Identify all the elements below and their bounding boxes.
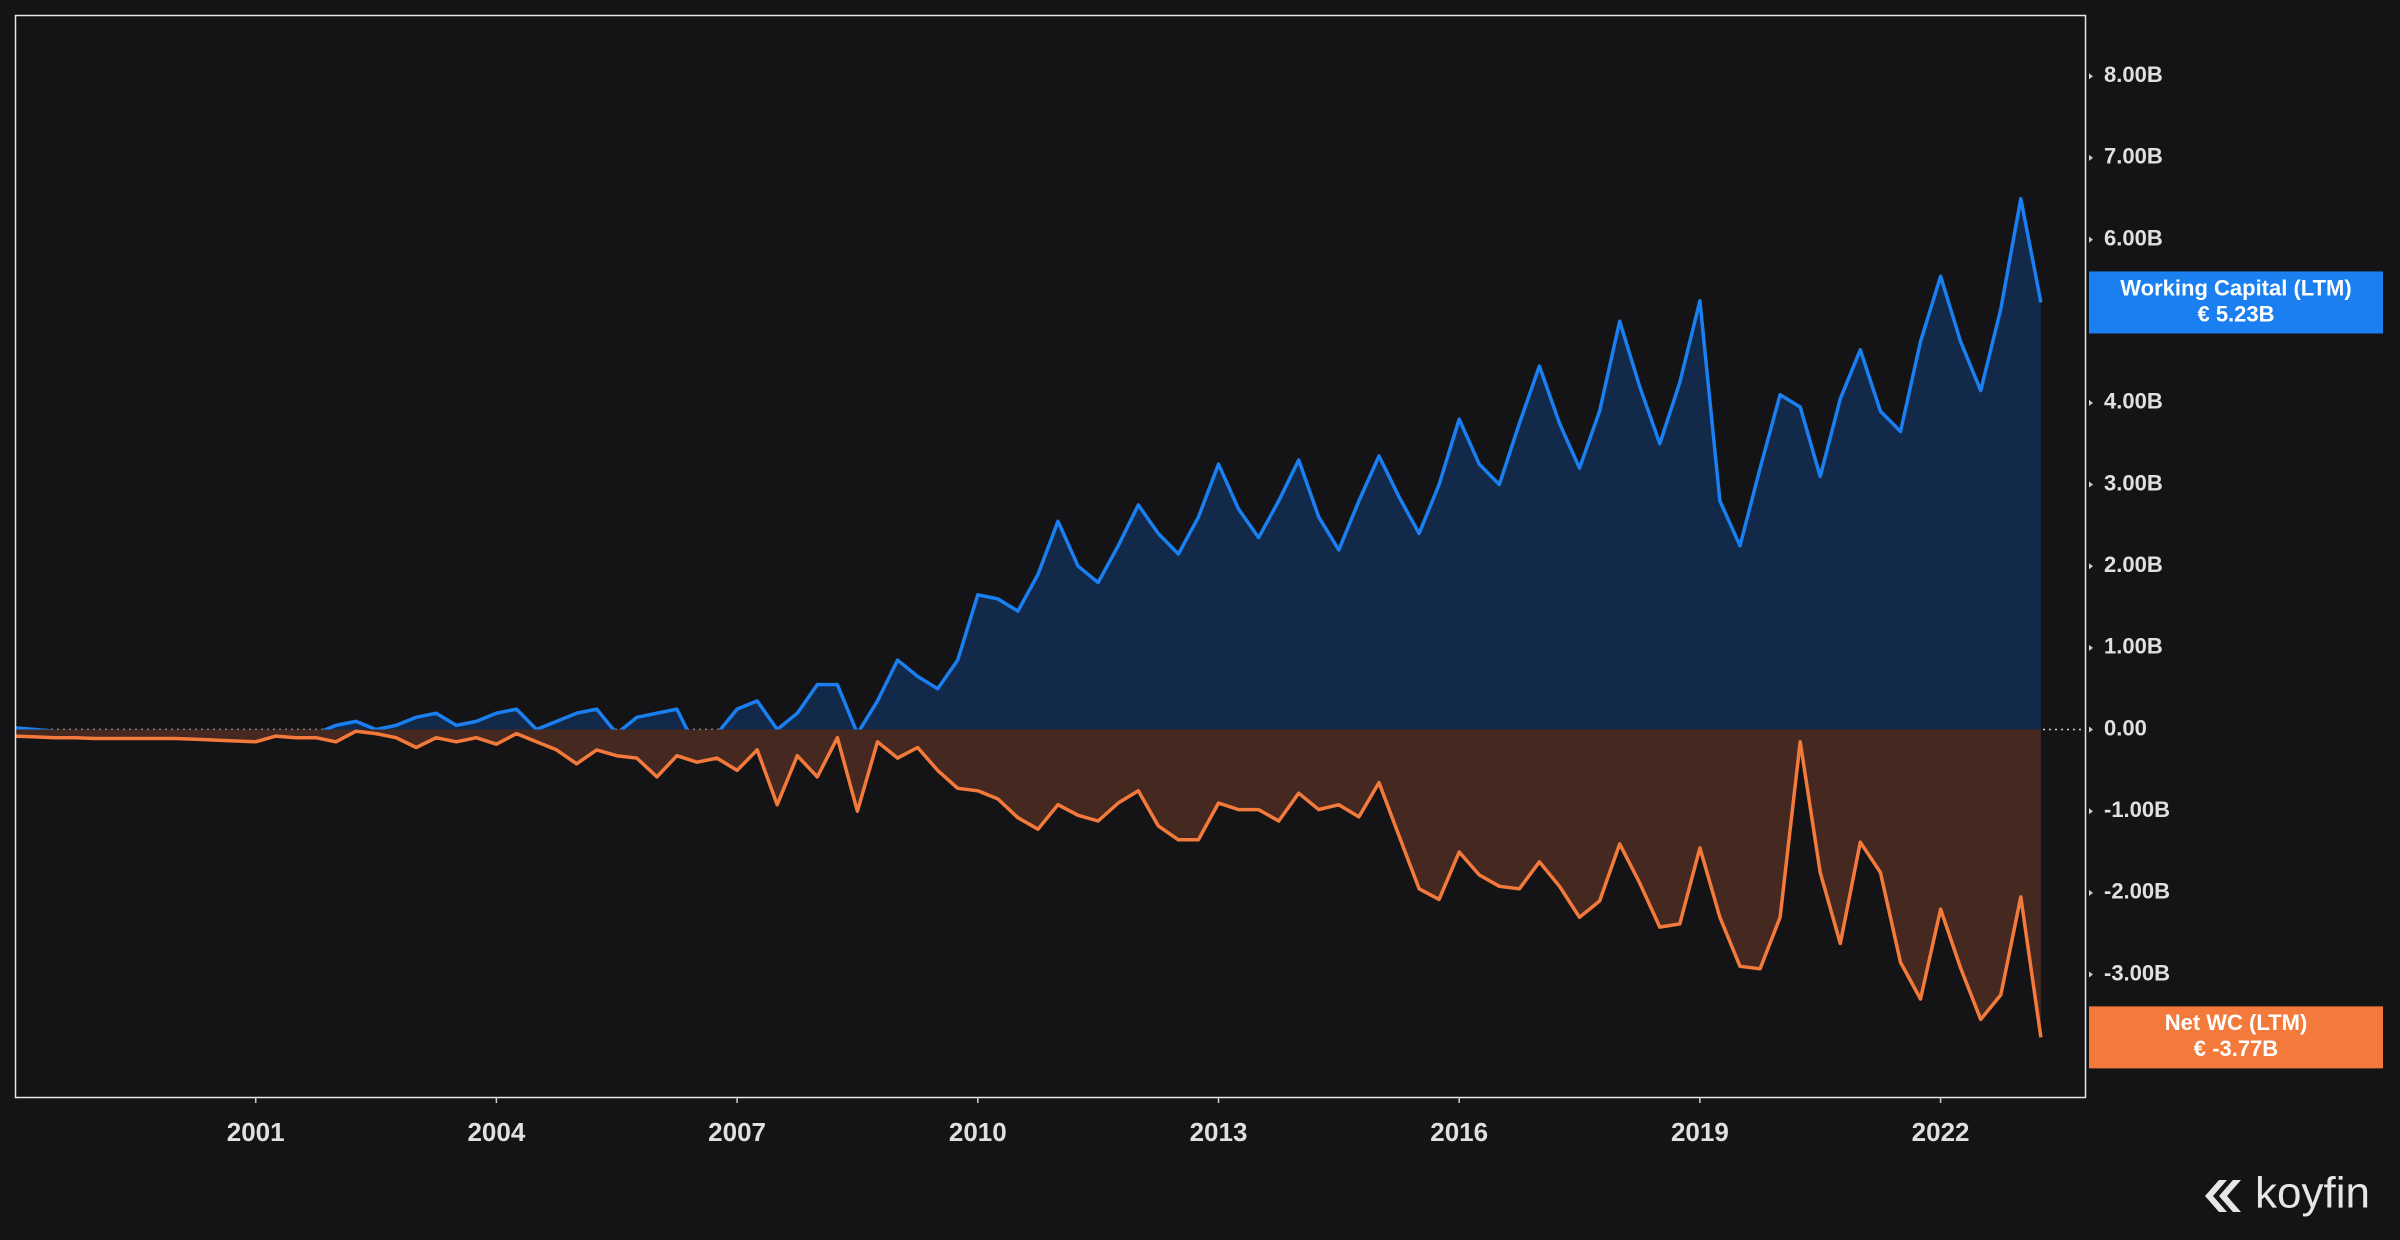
series-line bbox=[14, 196, 2043, 752]
x-tick-label: 2016 bbox=[1430, 1117, 1488, 1147]
y-tick-label: 6.00B bbox=[2104, 225, 2163, 250]
badge-series-name: Working Capital (LTM) bbox=[2120, 275, 2351, 300]
x-tick-label: 2007 bbox=[708, 1117, 766, 1147]
series bbox=[14, 729, 2043, 1038]
watermark: koyfin bbox=[2255, 1169, 2370, 1218]
series-line bbox=[14, 729, 2043, 1038]
badge-series-name: Net WC (LTM) bbox=[2165, 1010, 2308, 1035]
badge-value-label: € -3.77B bbox=[2194, 1036, 2278, 1061]
y-tick-mark bbox=[2089, 73, 2093, 80]
y-tick-label: -3.00B bbox=[2104, 960, 2170, 985]
y-tick-label: 2.00B bbox=[2104, 552, 2163, 577]
logo bbox=[2205, 1180, 2241, 1212]
y-tick-mark bbox=[2089, 236, 2093, 243]
y-tick-mark bbox=[2089, 808, 2093, 815]
x-tick-label: 2001 bbox=[227, 1117, 285, 1147]
y-tick-mark bbox=[2089, 971, 2093, 978]
y-tick-label: -1.00B bbox=[2104, 797, 2170, 822]
y-tick-label: 4.00B bbox=[2104, 389, 2163, 414]
x-tick-label: 2013 bbox=[1190, 1117, 1248, 1147]
x-tick-label: 2010 bbox=[949, 1117, 1007, 1147]
last-value-badge bbox=[2089, 271, 2383, 334]
y-tick-label: 1.00B bbox=[2104, 634, 2163, 659]
y-tick-label: -2.00B bbox=[2104, 879, 2170, 904]
y-tick-mark bbox=[2089, 563, 2093, 570]
y-tick-label: 3.00B bbox=[2104, 470, 2163, 495]
plot-frame bbox=[14, 14, 2087, 1099]
x-tick-label: 2004 bbox=[467, 1117, 525, 1147]
logo-icon bbox=[2205, 1180, 2241, 1212]
y-tick-label: 8.00B bbox=[2104, 62, 2163, 87]
y-tick-mark bbox=[2089, 889, 2093, 896]
y-tick-mark bbox=[2089, 154, 2093, 161]
plot-area bbox=[14, 196, 2085, 1038]
y-tick-label: 7.00B bbox=[2104, 144, 2163, 169]
x-tick-label: 2022 bbox=[1912, 1117, 1970, 1147]
series bbox=[14, 196, 2043, 752]
y-tick-mark bbox=[2089, 726, 2093, 733]
badge-value-label: € 5.23B bbox=[2197, 301, 2274, 326]
x-tick-label: 2019 bbox=[1671, 1117, 1729, 1147]
y-tick-mark bbox=[2089, 481, 2093, 488]
y-tick-mark bbox=[2089, 399, 2093, 406]
y-tick-label: 0.00 bbox=[2104, 715, 2147, 740]
last-value-badge bbox=[2089, 1006, 2383, 1069]
series-area bbox=[15, 198, 2041, 750]
series-area bbox=[15, 729, 2041, 1038]
y-tick-mark bbox=[2089, 644, 2093, 651]
